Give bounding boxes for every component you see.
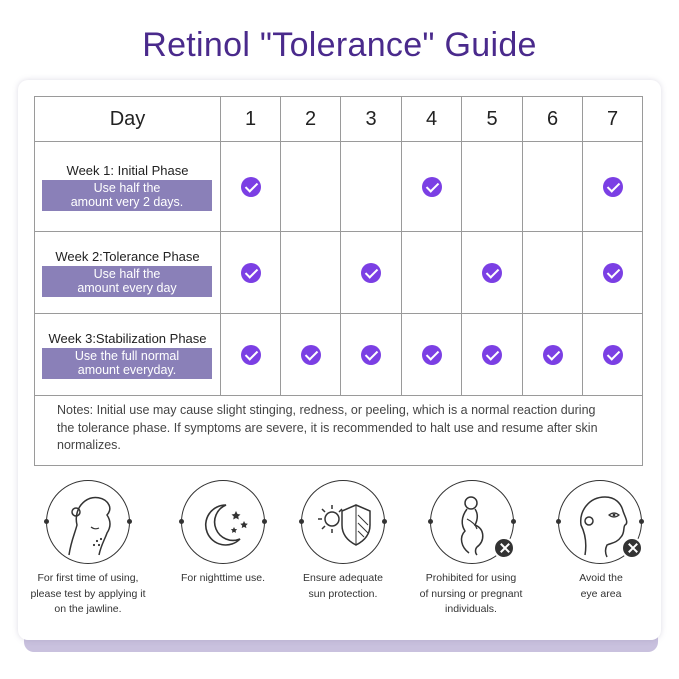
phase-instruction: Use the full normal amount everyday.: [42, 347, 212, 379]
day-cell: [220, 313, 281, 396]
notes-text: Notes: Initial use may cause slight stin…: [34, 395, 643, 466]
phase-cell: Week 1: Initial Phase Use half the amoun…: [34, 141, 221, 232]
day-header: Day: [34, 96, 221, 142]
day-cell: [280, 231, 341, 314]
day-cell: [461, 231, 523, 314]
avoid-eye-icon: [556, 480, 644, 564]
day-cell: [220, 231, 281, 314]
day-7-header: 7: [582, 96, 643, 142]
notes-line-3: normalizes.: [57, 438, 121, 452]
day-4-header: 4: [401, 96, 462, 142]
caption-sun-protection: Ensure adequate sun protection.: [278, 571, 408, 602]
day-cell: [522, 141, 583, 232]
notes-row: Notes: Initial use may cause slight stin…: [34, 395, 643, 466]
caption-line: eye area: [580, 587, 622, 600]
check-icon: [482, 344, 502, 365]
phase-title: Week 1: Initial Phase: [66, 162, 189, 178]
caption-line: of nursing or pregnant: [419, 587, 523, 600]
sun-protection-icon: [299, 480, 387, 564]
caption-line: please test by applying it: [30, 587, 146, 600]
day-6-header: 6: [522, 96, 583, 142]
day-cell: [582, 231, 643, 314]
day-cell: [220, 141, 281, 232]
notes-line-1: Notes: Initial use may cause slight stin…: [57, 403, 596, 417]
day-1-header: 1: [220, 96, 281, 142]
check-icon: [240, 344, 261, 365]
day-cell: [401, 313, 462, 396]
instruction-line-1: Use the full normal: [74, 348, 180, 363]
check-icon: [542, 344, 563, 365]
day-2-header: 2: [280, 96, 341, 142]
prohibited-badge-icon: [493, 537, 515, 559]
table-row: Week 2:Tolerance Phase Use half the amou…: [34, 231, 643, 314]
phase-cell: Week 3:Stabilization Phase Use the full …: [34, 313, 221, 396]
check-icon: [421, 344, 442, 365]
check-icon: [421, 176, 442, 197]
phase-title: Week 2:Tolerance Phase: [55, 248, 200, 264]
check-icon: [602, 262, 623, 283]
instruction-line-2: amount every day: [77, 280, 177, 295]
phase-title: Week 3:Stabilization Phase: [48, 330, 207, 346]
header-row: Day 1 2 3 4 5 6 7: [34, 96, 643, 142]
notes-line-2: the tolerance phase. If symptoms are sev…: [57, 420, 598, 435]
day-5-header: 5: [461, 96, 523, 142]
day-cell: [401, 231, 462, 314]
caption-line: individuals.: [445, 603, 497, 615]
caption-line: Avoid the: [579, 572, 623, 584]
day-3-header: 3: [340, 96, 402, 142]
check-icon: [240, 262, 261, 283]
table-row: Week 1: Initial Phase Use half the amoun…: [34, 141, 643, 232]
day-cell: [582, 141, 643, 232]
day-cell: [461, 141, 523, 232]
phase-instruction: Use half the amount very 2 days.: [42, 179, 212, 211]
instruction-line-1: Use half the: [93, 266, 161, 281]
nighttime-icon: [179, 480, 267, 564]
day-cell: [522, 231, 583, 314]
caption-line: Prohibited for using: [425, 572, 517, 584]
day-cell: [522, 313, 583, 396]
jawline-test-icon: [44, 480, 132, 564]
day-cell: [340, 313, 402, 396]
caption-line: For nighttime use.: [180, 572, 266, 584]
schedule-table: Day 1 2 3 4 5 6 7 Week 1: Initial Phase …: [34, 96, 643, 466]
check-icon: [361, 344, 381, 365]
caption-jawline: For first time of using, please test by …: [18, 571, 158, 618]
check-icon: [602, 344, 623, 365]
table-row: Week 3:Stabilization Phase Use the full …: [34, 313, 643, 396]
check-icon: [361, 262, 381, 283]
no-pregnancy-icon: [428, 480, 516, 564]
day-cell: [401, 141, 462, 232]
caption-avoid-eye: Avoid the eye area: [536, 571, 666, 602]
check-icon: [482, 262, 502, 283]
caption-line: sun protection.: [308, 587, 378, 600]
page-title: Retinol "Tolerance" Guide: [142, 26, 537, 64]
instruction-line-1: Use half the: [93, 180, 161, 195]
day-cell: [280, 313, 341, 396]
check-icon: [240, 176, 261, 197]
day-cell: [340, 141, 402, 232]
day-cell: [340, 231, 402, 314]
caption-no-pregnancy: Prohibited for using of nursing or pregn…: [406, 571, 536, 618]
day-cell: [582, 313, 643, 396]
day-cell: [461, 313, 523, 396]
instruction-line-2: amount everyday.: [77, 362, 177, 377]
check-icon: [602, 176, 623, 197]
instruction-line-2: amount very 2 days.: [70, 194, 184, 209]
caption-line: Ensure adequate: [303, 572, 383, 584]
caption-line: on the jawline.: [54, 603, 122, 615]
phase-cell: Week 2:Tolerance Phase Use half the amou…: [34, 231, 221, 314]
prohibited-badge-icon: [621, 537, 643, 559]
phase-instruction: Use half the amount every day: [42, 265, 212, 297]
caption-line: For first time of using,: [37, 572, 139, 584]
check-icon: [300, 344, 321, 365]
caption-nighttime: For nighttime use.: [158, 571, 288, 587]
day-cell: [280, 141, 341, 232]
